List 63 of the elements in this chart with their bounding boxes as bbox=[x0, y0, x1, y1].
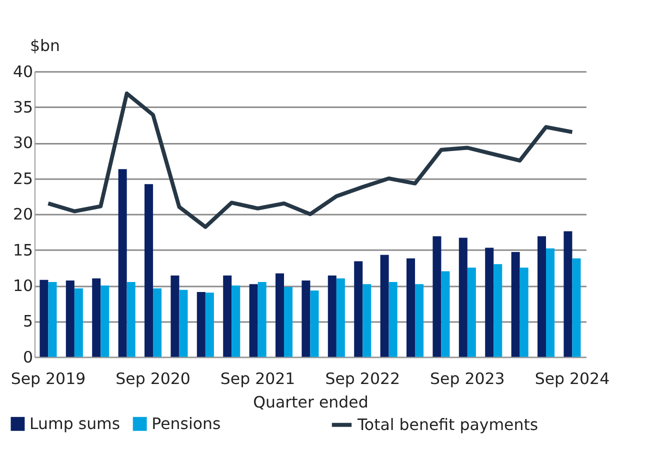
bar bbox=[100, 286, 110, 357]
bar bbox=[415, 284, 424, 357]
bar bbox=[494, 264, 502, 357]
bar bbox=[538, 236, 546, 357]
bar bbox=[205, 292, 214, 357]
bar bbox=[258, 282, 266, 357]
bar bbox=[92, 278, 101, 357]
line-series bbox=[46, 92, 574, 229]
x-tick-label: Sep 2020 bbox=[116, 369, 190, 388]
bar bbox=[354, 261, 363, 357]
bar bbox=[40, 280, 48, 357]
bar bbox=[223, 276, 232, 357]
x-tick-label: Sep 2019 bbox=[10, 369, 86, 388]
bar bbox=[380, 254, 389, 357]
bar bbox=[276, 273, 284, 357]
bar bbox=[564, 231, 572, 357]
x-tick-label: Sep 2022 bbox=[325, 369, 400, 388]
y-tick-label: 40 bbox=[12, 62, 33, 81]
bar bbox=[118, 169, 127, 357]
bar bbox=[48, 282, 57, 357]
y-tick-label: 0 bbox=[22, 347, 33, 366]
x-tick-label: Sep 2024 bbox=[534, 369, 610, 388]
bar bbox=[232, 286, 240, 357]
y-tick-label: 10 bbox=[12, 276, 33, 295]
bar bbox=[406, 258, 416, 357]
bar bbox=[170, 276, 180, 357]
y-tick-label: 20 bbox=[12, 204, 33, 224]
bar bbox=[196, 292, 206, 357]
bar bbox=[179, 290, 188, 357]
x-tick-label: Sep 2021 bbox=[220, 369, 296, 388]
bar bbox=[284, 286, 293, 357]
bar bbox=[467, 268, 476, 357]
bar bbox=[572, 258, 581, 357]
y-axis-title: $bn bbox=[30, 36, 60, 56]
legend-label: Pensions bbox=[152, 414, 221, 433]
x-axis-title: Quarter ended bbox=[253, 392, 368, 412]
bar bbox=[249, 284, 258, 357]
bar bbox=[388, 282, 398, 357]
bar bbox=[153, 288, 162, 357]
y-tick-label: 5 bbox=[22, 312, 33, 331]
bar bbox=[520, 268, 528, 357]
bar bbox=[432, 236, 442, 357]
bar bbox=[310, 290, 319, 357]
bar bbox=[362, 284, 372, 357]
legend-label: Lump sums bbox=[30, 414, 120, 433]
y-tick-label: 25 bbox=[12, 168, 33, 188]
y-tick-label: 30 bbox=[12, 133, 33, 152]
legend-label: Total benefit payments bbox=[356, 414, 538, 434]
bar bbox=[66, 280, 74, 357]
bar bbox=[74, 288, 83, 357]
bar bbox=[144, 184, 154, 357]
bar bbox=[546, 248, 555, 357]
y-tick-label: 35 bbox=[12, 97, 33, 116]
y-tick-label: 15 bbox=[12, 240, 33, 260]
bar bbox=[328, 276, 336, 357]
bar bbox=[441, 271, 450, 357]
bar bbox=[336, 278, 345, 357]
bar bbox=[458, 238, 468, 357]
bar bbox=[302, 280, 310, 357]
bar bbox=[511, 252, 520, 357]
x-tick-label: Sep 2023 bbox=[430, 369, 505, 388]
bar bbox=[485, 248, 494, 357]
bar bbox=[126, 282, 136, 357]
